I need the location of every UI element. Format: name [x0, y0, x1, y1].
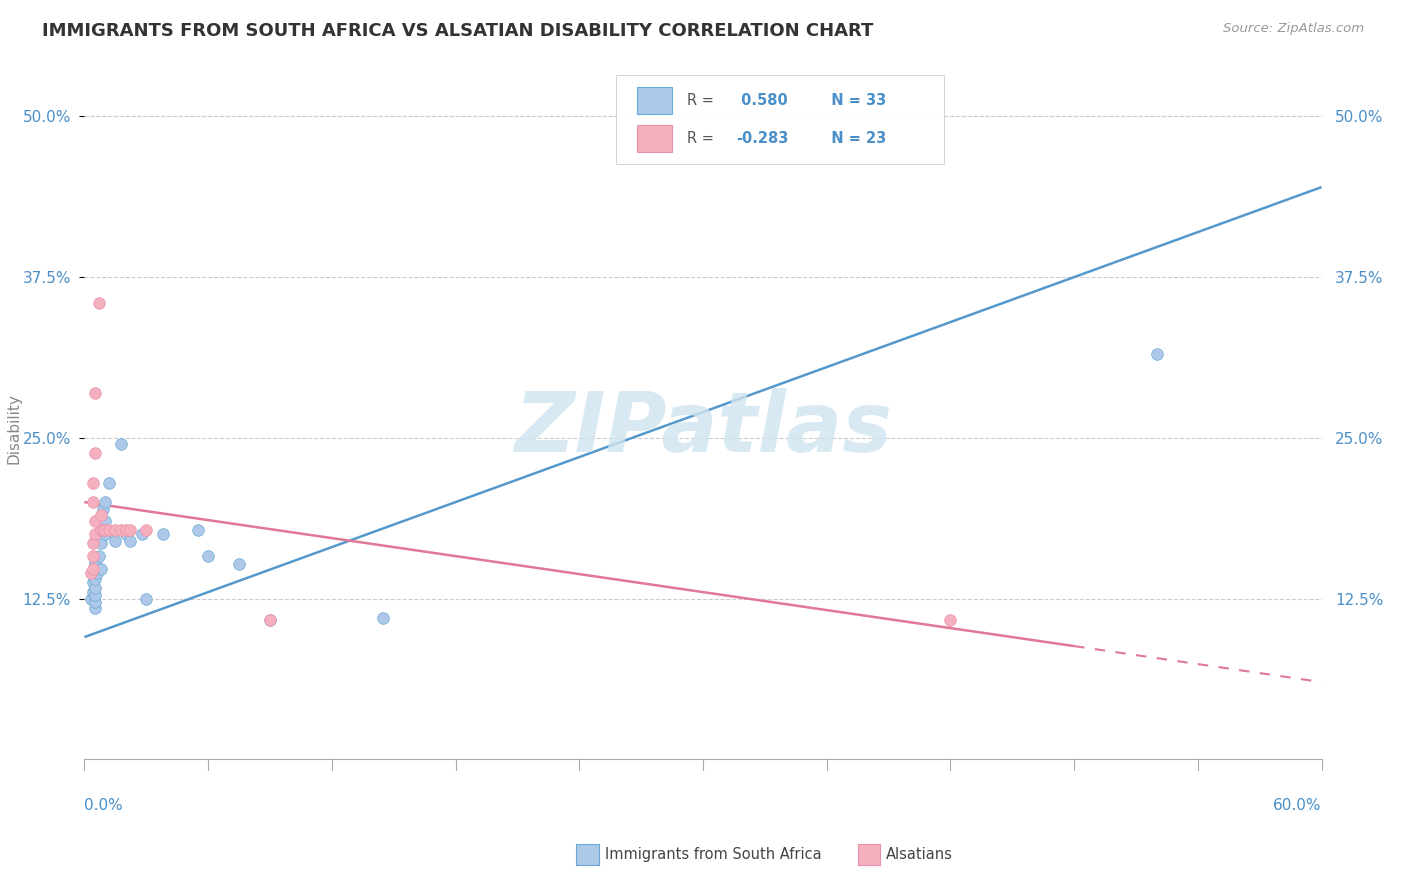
Text: 0.580: 0.580 [737, 93, 789, 108]
Point [91, 501, 114, 516]
Point [152, 527, 174, 541]
Point [82, 495, 104, 509]
Point [94, 527, 117, 541]
Text: IMMIGRANTS FROM SOUTH AFRICA VS ALSATIAN DISABILITY CORRELATION CHART: IMMIGRANTS FROM SOUTH AFRICA VS ALSATIAN… [42, 22, 873, 40]
Point [79, 591, 101, 606]
Point [373, 611, 395, 625]
Point [79, 566, 101, 580]
Point [90, 508, 112, 522]
Bar [637, 125, 672, 152]
Point [83, 556, 105, 570]
Point [98, 524, 121, 538]
Point [135, 524, 157, 538]
Point [91, 524, 114, 538]
Text: Alsatians: Alsatians [886, 847, 953, 862]
Point [83, 581, 105, 595]
Point [83, 572, 105, 586]
Point [90, 536, 112, 550]
Point [118, 524, 141, 538]
Point [94, 524, 117, 538]
Text: 60.0%: 60.0% [1274, 797, 1322, 813]
Point [83, 385, 105, 400]
Point [90, 524, 112, 538]
Point [104, 524, 127, 538]
Text: Immigrants from South Africa: Immigrants from South Africa [605, 847, 821, 862]
Point [1146, 347, 1168, 361]
Point [83, 446, 105, 460]
Text: Source: ZipAtlas.com: Source: ZipAtlas.com [1223, 22, 1364, 36]
Y-axis label: Disability: Disability [7, 392, 22, 464]
Text: N = 33: N = 33 [821, 93, 886, 108]
Point [259, 613, 281, 627]
Point [131, 527, 153, 541]
Point [83, 515, 105, 529]
Point [939, 613, 962, 627]
Point [83, 600, 105, 615]
Point [83, 527, 105, 541]
Point [104, 533, 127, 548]
Point [82, 585, 104, 599]
Point [114, 527, 136, 541]
Point [82, 562, 104, 576]
Point [110, 524, 132, 538]
Point [94, 515, 117, 529]
Text: -0.283: -0.283 [737, 131, 789, 146]
Point [83, 595, 105, 609]
Point [87, 295, 110, 310]
Point [82, 549, 104, 563]
Text: ZIPatlas: ZIPatlas [515, 388, 891, 468]
Point [86, 566, 108, 580]
Text: R =: R = [688, 93, 718, 108]
Point [98, 475, 121, 490]
Bar [637, 87, 672, 114]
Point [114, 524, 136, 538]
Text: 0.0%: 0.0% [84, 797, 124, 813]
Point [94, 495, 117, 509]
Point [135, 591, 157, 606]
Point [87, 549, 110, 563]
Point [83, 563, 105, 577]
Point [118, 533, 141, 548]
Point [187, 524, 209, 538]
Point [228, 557, 250, 571]
Point [83, 588, 105, 602]
Text: R =: R = [688, 131, 718, 146]
Point [259, 613, 281, 627]
FancyBboxPatch shape [616, 75, 945, 164]
Point [197, 549, 219, 563]
Point [82, 536, 104, 550]
Point [82, 566, 104, 580]
Point [90, 562, 112, 576]
Point [82, 574, 104, 589]
Text: N = 23: N = 23 [821, 131, 886, 146]
Point [110, 437, 132, 451]
Point [82, 475, 104, 490]
